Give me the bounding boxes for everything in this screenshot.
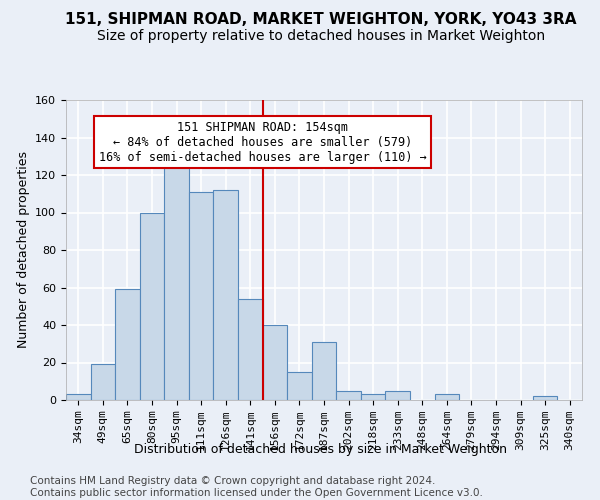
Bar [238,298,263,400]
Text: Size of property relative to detached houses in Market Weighton: Size of property relative to detached ho… [97,29,545,43]
Bar [385,390,410,400]
Bar [434,394,459,400]
Text: 151, SHIPMAN ROAD, MARKET WEIGHTON, YORK, YO43 3RA: 151, SHIPMAN ROAD, MARKET WEIGHTON, YORK… [65,12,577,28]
Bar [214,190,238,400]
Bar [361,394,385,400]
Bar [66,394,91,400]
Text: Contains public sector information licensed under the Open Government Licence v3: Contains public sector information licen… [30,488,483,498]
Bar [189,192,214,400]
Text: Contains HM Land Registry data © Crown copyright and database right 2024.: Contains HM Land Registry data © Crown c… [30,476,436,486]
Bar [91,364,115,400]
Bar [164,150,189,400]
Bar [533,396,557,400]
Y-axis label: Number of detached properties: Number of detached properties [17,152,29,348]
Bar [263,325,287,400]
Bar [336,390,361,400]
Bar [140,212,164,400]
Text: Distribution of detached houses by size in Market Weighton: Distribution of detached houses by size … [134,442,508,456]
Bar [115,290,140,400]
Bar [312,342,336,400]
Text: 151 SHIPMAN ROAD: 154sqm
← 84% of detached houses are smaller (579)
16% of semi-: 151 SHIPMAN ROAD: 154sqm ← 84% of detach… [98,120,427,164]
Bar [287,372,312,400]
